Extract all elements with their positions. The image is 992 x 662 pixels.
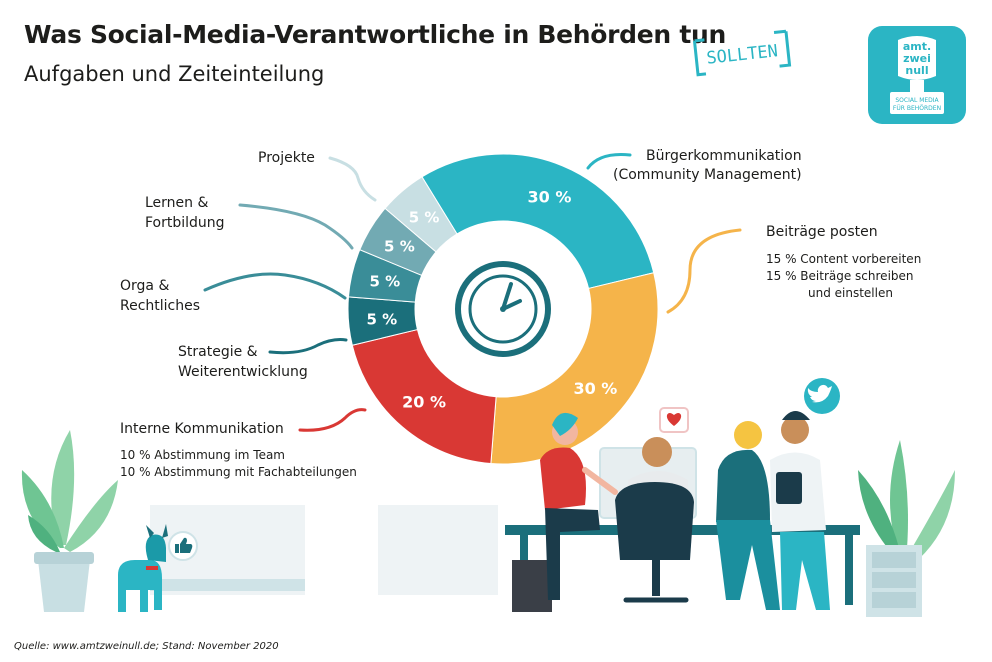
donut-slice-label-7: 5 % <box>409 209 440 227</box>
page-title: Was Social-Media-Verantwortliche in Behö… <box>24 20 726 49</box>
label-beitraege-sub3: und einstellen <box>808 286 893 300</box>
heart-icon <box>666 413 682 426</box>
label-intern-title: Interne Kommunikation <box>120 421 284 437</box>
logo-line-3: null <box>905 64 928 77</box>
donut-slices <box>347 153 659 465</box>
connector-projekte <box>328 156 377 202</box>
donut-slice-1 <box>421 153 655 290</box>
connector-beitraege <box>666 228 742 314</box>
source-note: Quelle: www.amtzweinull.de; Stand: Novem… <box>14 641 279 652</box>
thumbs-up-icon <box>168 531 198 561</box>
donut-slice-labels: 30 % 30 % 20 % 5 % 5 % 5 % 5 % <box>367 188 618 412</box>
office-illustration <box>505 378 955 617</box>
logo-line-1: amt. <box>903 40 931 53</box>
page-subtitle: Aufgaben und Zeiteinteilung <box>24 62 325 86</box>
logo-tagline-2: FÜR BEHÖRDEN <box>893 105 941 112</box>
donut-slice-2 <box>490 272 659 465</box>
connector-strategie <box>268 338 348 355</box>
donut-slice-label-2: 30 % <box>573 379 617 398</box>
label-lernen-line2: Fortbildung <box>145 215 225 231</box>
logo-tagline-1: SOCIAL MEDIA <box>895 97 939 104</box>
connector-intern <box>298 408 367 432</box>
donut-slice-label-4: 5 % <box>367 311 398 329</box>
logo-line-2: zwei <box>903 52 931 65</box>
label-intern-sub2: 10 % Abstimmung mit Fachabteilungen <box>120 465 357 479</box>
twitter-bird-icon <box>807 384 832 403</box>
connector-orga <box>203 272 347 300</box>
donut-slice-label-5: 5 % <box>369 273 400 291</box>
amtzweinull-logo: amt. zwei null SOCIAL MEDIA FÜR BEHÖRDEN <box>868 26 966 124</box>
label-lernen-line1: Lernen & <box>145 195 208 211</box>
label-buerger-line2: (Community Management) <box>613 167 802 183</box>
connector-lernen <box>238 203 354 250</box>
sollten-stamp: SOLLTEN <box>692 29 792 77</box>
window-sill-left <box>150 579 305 591</box>
connector-buerger <box>586 153 632 170</box>
label-buerger-line1: Bürgerkommunikation <box>646 148 802 164</box>
donut-slice-label-1: 30 % <box>528 188 572 207</box>
donut-slice-7 <box>384 176 458 253</box>
label-intern-sub1: 10 % Abstimmung im Team <box>120 448 285 462</box>
label-orga-line2: Rechtliches <box>120 298 200 314</box>
label-strategie-line1: Strategie & <box>178 344 258 360</box>
label-beitraege-sub2: 15 % Beiträge schreiben <box>766 269 914 283</box>
label-beitraege-sub1: 15 % Content vorbereiten <box>766 252 921 266</box>
dog-illustration <box>118 524 168 612</box>
window-middle <box>378 505 498 595</box>
donut-slice-label-3: 20 % <box>402 392 446 411</box>
donut-slice-label-6: 5 % <box>384 238 415 256</box>
plant-left <box>21 430 118 612</box>
label-strategie-line2: Weiterentwicklung <box>178 364 308 380</box>
label-projekte: Projekte <box>258 150 315 166</box>
label-orga-line1: Orga & <box>120 278 169 294</box>
label-beitraege-title: Beiträge posten <box>766 224 878 240</box>
clock-icon <box>455 261 551 357</box>
